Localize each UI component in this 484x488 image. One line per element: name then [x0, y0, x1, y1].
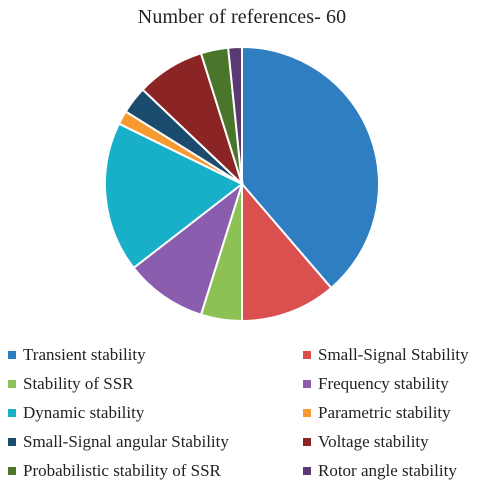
legend-item-small-signal-stability: Small-Signal Stability	[303, 344, 469, 366]
legend-item-stability-of-ssr: Stability of SSR	[8, 373, 134, 395]
legend-swatch	[303, 380, 311, 388]
chart-title: Number of references- 60	[137, 6, 347, 28]
legend-swatch	[8, 438, 16, 446]
legend-label: Rotor angle stability	[318, 461, 457, 480]
pie-slice-transient-stability	[241, 45, 380, 290]
legend-item-dynamic-stability: Dynamic stability	[8, 402, 144, 424]
legend-swatch	[8, 351, 16, 359]
legend-swatch	[303, 409, 311, 417]
legend-label: Stability of SSR	[23, 374, 134, 393]
legend-swatch	[8, 380, 16, 388]
legend-label: Parametric stability	[318, 403, 451, 422]
legend-label: Transient stability	[23, 345, 146, 364]
legend-item-voltage-stability: Voltage stability	[303, 431, 429, 453]
legend-swatch	[303, 438, 311, 446]
legend-label: Probabilistic stability of SSR	[23, 461, 221, 480]
legend-item-transient-stability: Transient stability	[8, 344, 146, 366]
legend-label: Frequency stability	[318, 374, 449, 393]
pie-slice-frequency-stability	[132, 181, 244, 316]
legend-label: Small-Signal Stability	[318, 345, 469, 364]
legend-label: Voltage stability	[318, 432, 429, 451]
legend-swatch	[303, 351, 311, 359]
pie-chart	[104, 45, 380, 323]
legend-swatch	[8, 467, 16, 475]
legend-swatch	[8, 409, 16, 417]
legend-swatch	[303, 467, 311, 475]
legend-item-parametric-stability: Parametric stability	[303, 402, 451, 424]
pie-slice-dynamic-stability	[104, 122, 244, 270]
legend-item-rotor-angle-stability: Rotor angle stability	[303, 460, 457, 482]
legend-label: Small-Signal angular Stability	[23, 432, 229, 451]
legend-item-small-signal-angular-stability: Small-Signal angular Stability	[8, 431, 229, 453]
legend-item-frequency-stability: Frequency stability	[303, 373, 449, 395]
legend: Transient stability Small-Signal Stabili…	[0, 342, 484, 488]
pie-slice-small-signal-stability	[241, 181, 333, 323]
pie-slice-rotor-angle-stability	[227, 45, 243, 185]
legend-label: Dynamic stability	[23, 403, 145, 422]
legend-item-probabilistic-stability-of-ssr: Probabilistic stability of SSR	[8, 460, 221, 482]
